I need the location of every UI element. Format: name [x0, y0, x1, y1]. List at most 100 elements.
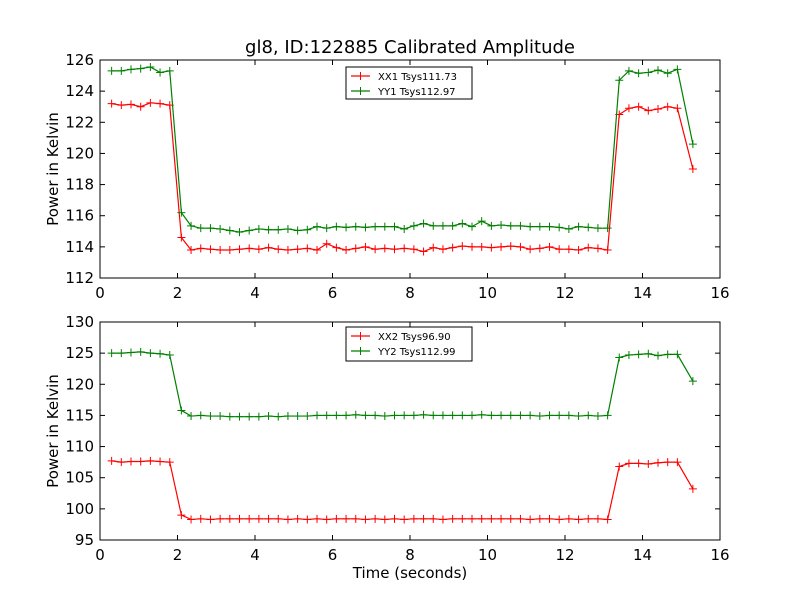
data-point: [313, 514, 321, 523]
data-point: [429, 221, 438, 230]
data-point: [225, 245, 234, 254]
data-point: [107, 66, 116, 75]
figure-title: gl8, ID:122885 Calibrated Amplitude: [245, 37, 575, 58]
data-point: [332, 411, 341, 420]
data-point: [477, 217, 486, 226]
data-point: [688, 140, 697, 149]
data-point: [477, 410, 486, 419]
data-point: [225, 514, 234, 523]
data-point: [584, 514, 593, 523]
data-point: [400, 244, 409, 253]
data-point: [458, 411, 467, 420]
data-point: [603, 224, 612, 233]
data-point: [380, 515, 389, 524]
legend-box: [345, 326, 473, 362]
data-point: [322, 239, 331, 248]
x-tick-label: 6: [328, 284, 338, 302]
data-point: [535, 412, 544, 421]
data-point: [283, 224, 292, 233]
data-point: [332, 243, 341, 252]
data-point: [332, 514, 341, 523]
data-point: [545, 242, 554, 251]
data-point: [187, 412, 196, 421]
legend: XX2 Tsys96.90 YY2 Tsys112.99: [345, 326, 473, 362]
data-point: [516, 514, 525, 523]
top-subplot: 0 2 4 6 8 10 12 14 16 112 114 116 118 120 122 124 126 Pow…: [44, 51, 730, 302]
data-point: [448, 411, 457, 420]
legend-label: YY2 Tsys112.99: [377, 347, 456, 358]
data-point: [351, 514, 360, 523]
data-point: [673, 350, 682, 359]
data-point: [634, 69, 643, 78]
y-axis-label: Power in Kelvin: [44, 112, 62, 226]
series-xx-2: [107, 456, 697, 524]
data-point: [196, 244, 205, 253]
data-point: [293, 245, 302, 254]
data-point: [516, 411, 525, 420]
data-point: [332, 222, 341, 231]
data-point: [477, 514, 486, 523]
y-tick-label: 114: [65, 238, 94, 256]
y-tick-label: 126: [65, 51, 94, 69]
data-point: [216, 514, 225, 523]
y-tick-label: 110: [65, 438, 94, 456]
data-point: [468, 514, 476, 523]
data-point: [654, 105, 662, 114]
data-point: [409, 245, 418, 254]
x-tick-label: 10: [478, 284, 497, 302]
data-point: [673, 65, 682, 74]
data-point: [235, 514, 244, 523]
data-point: [438, 245, 447, 254]
data-point: [127, 457, 135, 466]
data-point: [187, 515, 196, 524]
data-point: [654, 351, 662, 360]
data-point: [688, 165, 697, 173]
data-point: [283, 515, 292, 524]
data-point: [477, 242, 486, 251]
data-point: [117, 101, 126, 110]
y-tick-label: 95: [75, 531, 94, 549]
legend: XX1 Tsys111.73 YY1 Tsys112.97: [345, 66, 473, 100]
data-point: [564, 411, 573, 420]
x-tick-label: 0: [95, 546, 105, 564]
data-point: [644, 460, 653, 469]
data-point: [127, 100, 135, 109]
data-point: [555, 411, 564, 420]
data-point: [487, 514, 496, 523]
data-point: [245, 226, 254, 235]
data-point: [146, 98, 155, 107]
y-tick-label: 130: [65, 313, 94, 331]
data-point: [593, 514, 602, 523]
data-point: [274, 412, 283, 421]
data-point: [371, 514, 380, 523]
x-tick-label: 6: [328, 546, 338, 564]
data-point: [438, 411, 447, 420]
data-point: [516, 221, 525, 230]
legend-marker: [356, 87, 365, 95]
legend-box: [345, 66, 473, 100]
series-yy-1: [107, 63, 697, 237]
data-point: [196, 514, 205, 523]
data-point: [506, 514, 515, 523]
data-point: [487, 243, 496, 252]
data-point: [448, 243, 457, 252]
data-point: [429, 243, 438, 252]
data-point: [390, 222, 399, 231]
data-point: [615, 353, 624, 362]
data-point: [117, 349, 126, 358]
data-point: [206, 224, 215, 233]
data-point: [380, 244, 389, 253]
data-point: [274, 245, 283, 254]
data-point: [351, 244, 360, 253]
data-point: [603, 245, 612, 254]
x-tick-label: 14: [633, 284, 652, 302]
data-point: [165, 66, 174, 75]
data-point: [127, 348, 135, 357]
data-point: [136, 64, 145, 73]
data-point: [555, 223, 564, 232]
data-point: [419, 219, 428, 228]
x-tick-label: 2: [173, 546, 183, 564]
data-point: [644, 349, 653, 358]
legend-marker: [356, 72, 365, 80]
data-point: [380, 412, 389, 421]
